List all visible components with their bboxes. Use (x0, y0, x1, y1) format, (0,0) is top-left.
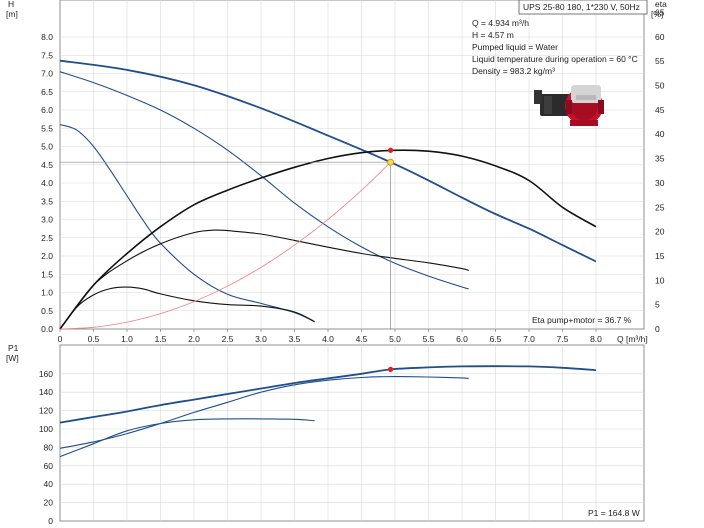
info-head: H = 4.57 m (472, 30, 514, 40)
series-line-power-speed-3 (59, 365, 597, 424)
x-tick-label: 3.0 (255, 334, 267, 344)
power-y-tick-label: 100 (39, 424, 53, 434)
x-tick-label: 0.5 (88, 334, 100, 344)
x-tick-label: 7.5 (557, 334, 569, 344)
x-tick-label: 1.0 (121, 334, 133, 344)
power-y-tick-label: 120 (39, 406, 53, 416)
power-y-tick-label: 160 (39, 369, 53, 379)
y-tick-label: 2.5 (41, 233, 53, 243)
y-tick-label: 4.0 (41, 178, 53, 188)
power-chart-ticks: 0 20 40 60 80 100 120 140 160 (39, 369, 53, 526)
y-right-tick-label: 60 (655, 32, 665, 42)
info-liquid: Pumped liquid = Water (472, 42, 558, 52)
header-title-box (518, 0, 648, 15)
y-right-tick-label: 50 (655, 81, 665, 91)
x-tick-label: 6.5 (490, 334, 502, 344)
power-chart-grid (60, 345, 644, 521)
power-chart-frame (59, 344, 645, 522)
y-axis-label-h: H (8, 0, 14, 9)
info-density: Density = 983.2 kg/m³ (472, 66, 555, 76)
y-right-tick-label: 40 (655, 129, 665, 139)
power-y-tick-label: 80 (44, 442, 54, 452)
y-right-tick-label: 10 (655, 275, 665, 285)
y-axis-label-h-unit: [m] (6, 9, 18, 19)
y-right-tick-label: 55 (655, 56, 665, 66)
x-tick-label: 2.0 (188, 334, 200, 344)
x-tick-label: 7.0 (523, 334, 535, 344)
series-line-eta-speed-1 (59, 286, 315, 330)
x-tick-label: 3.5 (289, 334, 301, 344)
power-y-tick-label: 140 (39, 387, 53, 397)
x-tick-label: 0 (58, 334, 63, 344)
y-tick-label: 0.5 (41, 306, 53, 316)
info-flow: Q = 4.934 m³/h (472, 18, 529, 28)
y-axis-label-p1-unit: [W] (6, 353, 19, 363)
y-right-tick-label: 45 (655, 105, 665, 115)
y-axis-label-eta: eta (655, 0, 667, 9)
y-tick-label: 6.5 (41, 87, 53, 97)
x-tick-label: 6.0 (456, 334, 468, 344)
duty-point-eta (387, 147, 394, 153)
y-right-tick-label: 35 (655, 154, 665, 164)
x-tick-label: 4.0 (322, 334, 334, 344)
power-y-tick-label: 60 (44, 461, 54, 471)
info-temperature: Liquid temperature during operation = 60… (472, 54, 638, 64)
y-right-tick-label: 25 (655, 202, 665, 212)
y-tick-label: 3.5 (41, 196, 53, 206)
power-annotation: P1 = 164.8 W (588, 508, 640, 518)
series-line-system-curve (59, 161, 391, 330)
y-right-tick-label: 0 (655, 324, 660, 334)
y-axis-label-p1: P1 (8, 343, 19, 353)
header-title: UPS 25-80 180, 1*230 V, 50Hz (523, 2, 640, 12)
y-tick-label: 7.0 (41, 69, 53, 79)
y-right-tick-label: 5 (655, 300, 660, 310)
power-y-tick-label: 0 (48, 516, 53, 526)
duty-point-head (387, 158, 394, 166)
y-tick-label: 0.0 (41, 324, 53, 334)
y-axis-label-eta-unit: [%] (651, 9, 663, 19)
y-tick-label: 2.0 (41, 251, 53, 261)
head-chart-series (59, 59, 597, 330)
x-tick-label: 4.5 (356, 334, 368, 344)
series-line-eta-speed-3 (59, 149, 597, 330)
y-tick-label: 5.0 (41, 142, 53, 152)
x-tick-label: 2.5 (222, 334, 234, 344)
y-right-tick-label: 30 (655, 178, 665, 188)
series-line-power-speed-1 (59, 418, 315, 458)
x-axis-label-q: Q [m³/h] (617, 334, 648, 344)
duty-point-power (387, 366, 394, 372)
series-line-head-speed-2 (59, 71, 469, 290)
x-tick-label: 5.0 (389, 334, 401, 344)
y-tick-label: 4.5 (41, 160, 53, 170)
series-line-eta-speed-2 (59, 229, 469, 330)
y-tick-label: 7.5 (41, 50, 53, 60)
eta-annotation: Eta pump+motor = 36.7 % (532, 315, 632, 325)
power-chart-series (59, 365, 597, 458)
power-y-tick-label: 20 (44, 498, 54, 508)
y-tick-label: 1.0 (41, 288, 53, 298)
circulator-pump-icon (534, 85, 604, 126)
x-tick-label: 1.5 (155, 334, 167, 344)
y-tick-label: 8.0 (41, 32, 53, 42)
y-tick-label: 3.0 (41, 215, 53, 225)
y-tick-label: 5.5 (41, 123, 53, 133)
power-y-tick-label: 40 (44, 479, 54, 489)
y-right-tick-label: 20 (655, 227, 665, 237)
x-tick-label: 8.0 (590, 334, 602, 344)
x-tick-label: 5.5 (423, 334, 435, 344)
y-right-tick-label: 15 (655, 251, 665, 261)
series-line-power-speed-2 (59, 376, 469, 449)
y-tick-label: 6.0 (41, 105, 53, 115)
series-line-head-speed-1 (59, 124, 315, 323)
y-tick-label: 1.5 (41, 269, 53, 279)
series-line-head-speed-3 (59, 59, 597, 263)
head-chart-ticks: 0 0.5 1.0 1.5 2.0 2.5 3.0 3.5 4.0 4.5 5.0 5.5 6.0 6.5… (41, 7, 665, 344)
y-right-tick-label: 65 (655, 7, 665, 17)
